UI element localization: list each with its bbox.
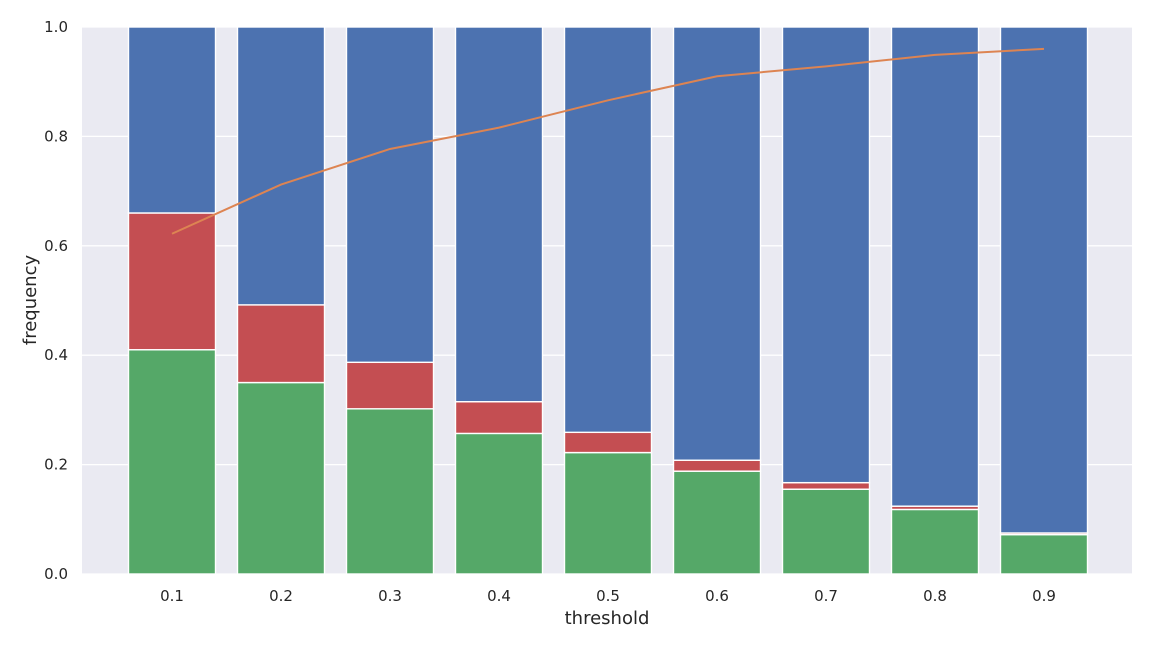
bar-segment <box>890 26 980 507</box>
x-tick-label: 0.2 <box>269 587 293 605</box>
bar-segment <box>672 470 762 575</box>
bar-segment <box>563 451 653 575</box>
bar-segment <box>345 408 435 575</box>
bar-segment <box>127 26 217 214</box>
x-tick-label: 0.3 <box>378 587 402 605</box>
y-tick-label: 1.0 <box>44 18 68 36</box>
x-axis-label: threshold <box>565 608 650 629</box>
x-tick-label: 0.1 <box>160 587 184 605</box>
x-tick-label: 0.7 <box>814 587 838 605</box>
bar-segment <box>781 481 871 490</box>
bar-segment <box>672 26 762 461</box>
bar-segment <box>454 400 544 435</box>
y-tick-label: 0.6 <box>44 237 68 255</box>
y-axis-label: frequency <box>20 255 41 346</box>
y-tick-label: 0.4 <box>44 346 68 364</box>
bar-segment <box>672 459 762 472</box>
x-tick-label: 0.5 <box>596 587 620 605</box>
bar-segment <box>999 533 1089 575</box>
bar-segment <box>454 432 544 575</box>
bars-layer <box>127 26 1089 575</box>
bar-segment <box>236 26 326 306</box>
bar-segment <box>127 349 217 575</box>
x-tick-label: 0.4 <box>487 587 511 605</box>
x-tick-label: 0.6 <box>705 587 729 605</box>
bar-segment <box>236 304 326 384</box>
bar-segment <box>345 361 435 410</box>
bar-segment <box>345 26 435 364</box>
bar-segment <box>454 26 544 403</box>
bar-segment <box>563 26 653 434</box>
bar-segment <box>781 26 871 484</box>
series-line <box>171 47 1045 235</box>
y-tick-label: 0.2 <box>44 456 68 474</box>
bar-segment <box>890 508 980 575</box>
bar-segment <box>999 26 1089 534</box>
y-tick-label: 0.0 <box>44 565 68 583</box>
bar-segment <box>781 488 871 575</box>
bar-segment <box>563 431 653 454</box>
y-tick-label: 0.8 <box>44 127 68 145</box>
line-layer <box>171 47 1045 235</box>
ticks-layer: 0.0 0.2 0.4 0.6 0.8 1.0 0.1 0.2 0.3 0.4 0.5 0.6 0.7 0… <box>44 18 1056 605</box>
x-tick-label: 0.8 <box>923 587 947 605</box>
x-tick-label: 0.9 <box>1032 587 1056 605</box>
bar-segment <box>236 381 326 575</box>
